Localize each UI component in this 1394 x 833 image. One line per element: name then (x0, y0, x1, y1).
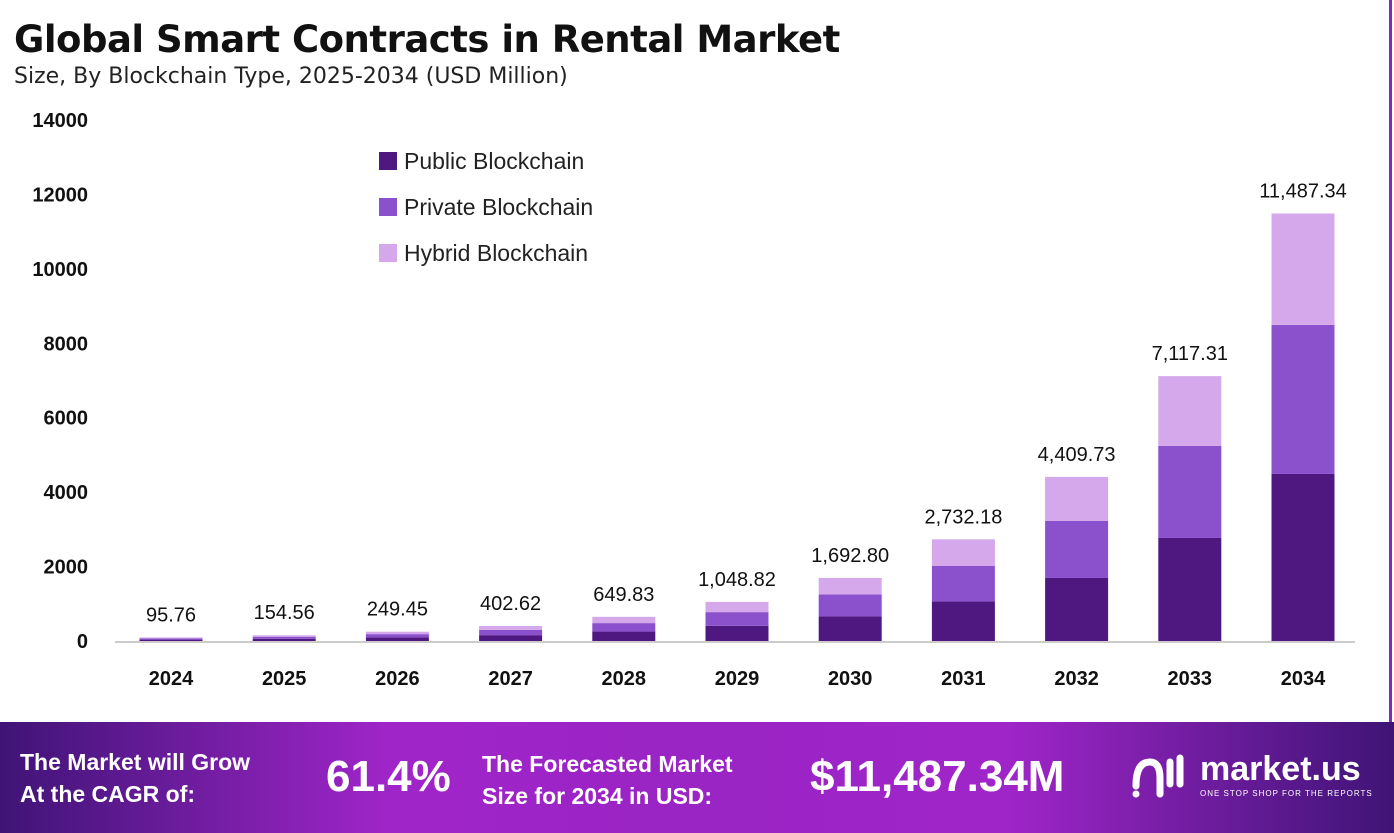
x-tick-label: 2032 (1054, 668, 1099, 690)
stacked-bar-chart: 0 2000 4000 6000 8000 10000 12000 14000 95.76 202… (32, 110, 1355, 690)
bar-segment-private-blockchain (592, 623, 656, 632)
chart-subtitle: Size, By Blockchain Type, 2025-2034 (USD… (14, 64, 568, 89)
bar-segment-private-blockchain (252, 636, 316, 639)
bar-segment-private-blockchain (479, 629, 543, 636)
bar-segment-private-blockchain (365, 634, 429, 638)
bar-segment-public-blockchain (252, 638, 316, 641)
total-label: 1,692.80 (811, 545, 889, 567)
bar-segment-private-blockchain (1271, 324, 1335, 474)
logo-tagline: ONE STOP SHOP FOR THE REPORTS (1200, 789, 1373, 798)
cagr-label-line2: At the CAGR of: (20, 781, 196, 807)
bar-segment-private-blockchain (705, 612, 769, 626)
bar-segment-private-blockchain (1045, 520, 1109, 578)
total-label: 2,732.18 (924, 506, 1002, 528)
bar-segment-public-blockchain (1271, 473, 1335, 641)
bar-segment-hybrid-blockchain (139, 637, 203, 639)
x-tick-label: 2028 (602, 668, 647, 690)
legend-label: Hybrid Blockchain (404, 240, 588, 266)
bar-segment-public-blockchain (931, 601, 995, 641)
y-tick-label: 14000 (32, 110, 88, 132)
bar-segment-public-blockchain (479, 635, 543, 641)
bar-segment-public-blockchain (705, 625, 769, 641)
total-label: 649.83 (593, 584, 654, 606)
forecast-label-line1: The Forecasted Market (482, 751, 733, 777)
y-tick-label: 2000 (44, 557, 89, 579)
right-border (1389, 0, 1392, 722)
total-label: 95.76 (146, 604, 196, 626)
x-tick-label: 2025 (262, 668, 307, 690)
x-tick-label: 2026 (375, 668, 420, 690)
bar-segment-public-blockchain (1158, 537, 1222, 641)
bar-segment-private-blockchain (1158, 445, 1222, 538)
bar-segment-hybrid-blockchain (479, 626, 543, 630)
y-tick-label: 0 (77, 631, 88, 653)
legend-swatch (379, 198, 397, 216)
x-tick-label: 2027 (488, 668, 533, 690)
x-tick-label: 2034 (1281, 668, 1326, 690)
cagr-value: 61.4% (326, 752, 451, 801)
bar-segment-hybrid-blockchain (1271, 213, 1335, 325)
bar-segment-private-blockchain (931, 565, 995, 602)
logo-name: market.us (1200, 750, 1361, 788)
bar-segment-private-blockchain (818, 594, 882, 617)
cagr-label: The Market will Grow At the CAGR of: (20, 746, 250, 810)
bar-segment-public-blockchain (592, 631, 656, 641)
bar-segment-hybrid-blockchain (365, 631, 429, 635)
x-tick-label: 2031 (941, 668, 986, 690)
footer-banner: The Market will Grow At the CAGR of: 61.… (0, 722, 1394, 833)
bar-segment-hybrid-blockchain (1158, 376, 1222, 446)
y-tick-label: 12000 (32, 184, 88, 206)
x-tick-label: 2024 (149, 668, 194, 690)
legend-swatch (379, 152, 397, 170)
bar-segment-private-blockchain (139, 638, 203, 640)
forecast-label-line2: Size for 2034 in USD: (482, 783, 713, 809)
x-tick-label: 2029 (715, 668, 760, 690)
bar-segment-public-blockchain (139, 639, 203, 641)
bar-segment-public-blockchain (1045, 577, 1109, 641)
y-tick-label: 6000 (44, 408, 89, 430)
chart-title: Global Smart Contracts in Rental Market (14, 18, 840, 61)
y-tick-label: 10000 (32, 259, 88, 281)
bar-segment-hybrid-blockchain (705, 601, 769, 613)
x-tick-label: 2033 (1168, 668, 1213, 690)
total-label: 1,048.82 (698, 569, 776, 591)
total-label: 4,409.73 (1038, 444, 1116, 466)
total-label: 402.62 (480, 593, 541, 615)
bar-segment-public-blockchain (365, 637, 429, 641)
y-tick-label: 4000 (44, 482, 89, 504)
bar-segment-hybrid-blockchain (252, 635, 316, 637)
bar-segment-hybrid-blockchain (1045, 476, 1109, 521)
total-label: 154.56 (254, 602, 315, 624)
forecast-value: $11,487.34M (810, 752, 1065, 801)
logo-icon (1130, 750, 1190, 805)
total-label: 7,117.31 (1152, 343, 1228, 365)
bar-segment-public-blockchain (818, 616, 882, 641)
bar-segment-hybrid-blockchain (931, 539, 995, 566)
forecast-label: The Forecasted Market Size for 2034 in U… (482, 748, 733, 812)
legend-label: Public Blockchain (404, 148, 584, 174)
cagr-label-line1: The Market will Grow (20, 749, 251, 775)
total-label: 11,487.34 (1259, 181, 1347, 203)
legend-label: Private Blockchain (404, 194, 593, 220)
bar-segment-hybrid-blockchain (592, 616, 656, 624)
x-tick-label: 2030 (828, 668, 873, 690)
legend-swatch (379, 244, 397, 262)
logo: market.us ONE STOP SHOP FOR THE REPORTS (1200, 750, 1373, 798)
y-tick-label: 8000 (44, 333, 89, 355)
total-label: 249.45 (367, 599, 428, 621)
bar-segment-hybrid-blockchain (818, 578, 882, 595)
